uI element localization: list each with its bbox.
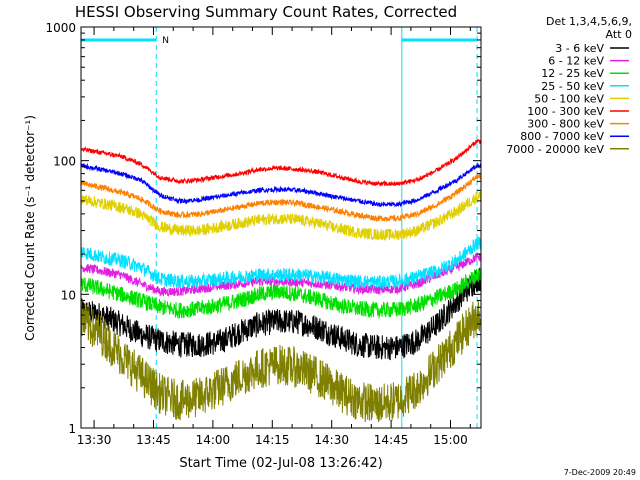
plot-area: N	[80, 27, 482, 428]
x-tick-label-1: 13:45	[136, 433, 171, 447]
legend-label-6: 300 - 800 keV	[527, 118, 604, 131]
footer-date: 7-Dec-2009 20:49	[564, 468, 636, 477]
legend-header-line-1: Det 1,3,4,5,6,9,	[546, 15, 632, 28]
legend-label-3: 25 - 50 keV	[541, 80, 604, 93]
series-line-5	[80, 138, 482, 187]
x-tick-label-3: 14:15	[255, 433, 290, 447]
plot-frame	[80, 26, 482, 429]
legend-label-7: 800 - 7000 keV	[520, 130, 604, 143]
legend-label-4: 50 - 100 keV	[534, 92, 604, 105]
x-axis-label: Start Time (02-Jul-08 13:26:42)	[179, 456, 382, 471]
x-tick-label-4: 14:30	[314, 433, 349, 447]
series-line-2	[80, 268, 482, 320]
x-tick-label-5: 14:45	[374, 433, 409, 447]
legend-label-2: 12 - 25 keV	[541, 67, 604, 80]
series-line-6	[80, 173, 482, 223]
series-line-4	[80, 190, 482, 241]
chart-title: HESSI Observing Summary Count Rates, Cor…	[75, 3, 457, 21]
night-marker: N	[162, 36, 169, 46]
legend-header-line-2: Att 0	[606, 28, 632, 41]
y-tick-label-0: 1	[68, 422, 76, 436]
x-tick-label-2: 14:00	[196, 433, 231, 447]
y-tick-label-3: 1000	[45, 21, 76, 35]
y-axis-label: Corrected Count Rate (s⁻¹ detector⁻¹)	[23, 115, 37, 341]
series-line-8	[80, 300, 482, 423]
y-axis: 1 10 100 1000	[45, 21, 481, 436]
series-line-7	[80, 162, 482, 208]
y-tick-label-1: 10	[61, 288, 76, 302]
x-axis: 13:30 13:45 14:00 14:15 14:30 14:45 15:00	[77, 27, 471, 447]
series-line-1	[80, 252, 482, 298]
y-tick-label-2: 100	[53, 155, 76, 169]
series-line-3	[80, 236, 482, 290]
legend-label-1: 6 - 12 keV	[548, 55, 604, 68]
series-line-0	[80, 267, 482, 361]
legend-label-8: 7000 - 20000 keV	[506, 143, 604, 156]
x-tick-label-0: 13:30	[77, 433, 112, 447]
legend-label-5: 100 - 300 keV	[527, 105, 604, 118]
x-tick-label-6: 15:00	[433, 433, 468, 447]
legend-label-0: 3 - 6 keV	[555, 42, 604, 55]
